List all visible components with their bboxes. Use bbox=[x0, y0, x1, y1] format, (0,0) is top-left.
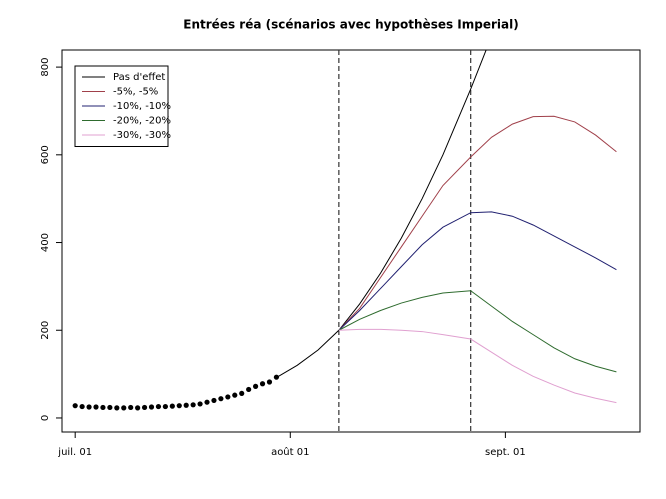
data-point bbox=[190, 402, 196, 408]
x-tick-label: sept. 01 bbox=[485, 447, 526, 458]
x-tick-label: juil. 01 bbox=[57, 447, 92, 458]
data-point bbox=[273, 374, 280, 380]
y-tick-label: 0 bbox=[40, 415, 51, 421]
legend-label: -10%, -10% bbox=[113, 101, 171, 112]
data-point bbox=[225, 394, 231, 400]
data-point bbox=[183, 402, 189, 408]
data-point bbox=[155, 403, 162, 410]
series-line bbox=[338, 211, 617, 331]
data-point bbox=[176, 403, 182, 409]
legend-label: -5%, -5% bbox=[113, 87, 158, 98]
series-line bbox=[338, 115, 617, 331]
y-tick-label: 800 bbox=[40, 58, 51, 77]
y-tick-label: 600 bbox=[40, 145, 51, 164]
data-point bbox=[100, 404, 106, 411]
data-point bbox=[114, 405, 120, 411]
data-point bbox=[252, 383, 259, 389]
y-tick-label: 200 bbox=[40, 321, 51, 340]
data-point bbox=[107, 404, 113, 411]
legend-label: Pas d'effet bbox=[113, 72, 165, 83]
plot-box bbox=[61, 49, 641, 433]
series-line bbox=[338, 290, 617, 373]
data-point bbox=[135, 405, 141, 411]
data-point bbox=[218, 396, 224, 402]
data-point bbox=[86, 404, 92, 410]
data-point bbox=[128, 404, 134, 411]
y-tick-label: 400 bbox=[40, 233, 51, 252]
legend-label: -20%, -20% bbox=[113, 116, 171, 127]
data-point bbox=[266, 379, 273, 385]
data-point bbox=[141, 404, 148, 411]
data-point bbox=[239, 390, 245, 397]
plot-area bbox=[72, 50, 617, 411]
data-point bbox=[93, 404, 99, 410]
data-point bbox=[121, 405, 127, 411]
data-point bbox=[259, 381, 266, 387]
chart-title: Entrées réa (scénarios avec hypothèses I… bbox=[183, 18, 518, 32]
data-point bbox=[148, 404, 155, 410]
x-tick-label: août 01 bbox=[271, 446, 309, 458]
data-point bbox=[79, 403, 85, 410]
data-point bbox=[232, 392, 238, 398]
data-point bbox=[246, 386, 252, 393]
data-point bbox=[169, 403, 175, 409]
data-point bbox=[211, 397, 217, 404]
data-point bbox=[162, 403, 168, 410]
legend-label: -30%, -30% bbox=[113, 130, 171, 141]
data-point bbox=[204, 399, 210, 405]
series-line bbox=[276, 50, 487, 379]
series-line bbox=[338, 328, 617, 404]
data-point bbox=[197, 401, 203, 407]
data-point bbox=[72, 403, 78, 409]
